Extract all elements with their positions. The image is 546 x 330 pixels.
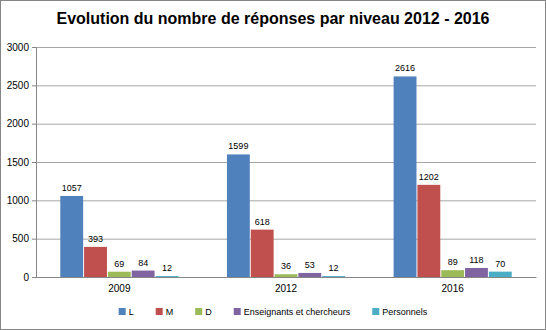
data-label: 118 [469, 255, 483, 265]
title: Evolution du nombre de réponses par nive… [56, 10, 489, 27]
grid-line [36, 162, 536, 163]
y-tick: 500 [12, 233, 36, 244]
grid-line [36, 239, 536, 240]
legend-item: M [156, 307, 174, 317]
y-axis: 0 500 1000 1500 2000 2500 3000 [7, 42, 37, 283]
bar [394, 76, 417, 277]
data-label: 89 [448, 257, 458, 267]
y-tick-label: 500 [12, 233, 29, 244]
data-label: 1057 [62, 183, 82, 193]
bar [465, 268, 488, 277]
y-tick-mark [32, 85, 36, 86]
legend-item: L [119, 307, 134, 317]
legend-swatch [195, 308, 202, 315]
x-axis: 2009 2012 2016 [37, 277, 537, 294]
legend-item: Personnels [372, 307, 428, 317]
legend-label: Enseignants et chercheurs [244, 307, 351, 317]
y-tick: 2000 [7, 118, 36, 129]
bar [156, 276, 179, 277]
legend-label: L [129, 307, 134, 317]
data-label: 70 [495, 259, 505, 269]
x-tick-label: 2009 [108, 283, 131, 294]
bar [417, 185, 440, 277]
y-tick-label: 3000 [7, 42, 30, 53]
bar [275, 274, 298, 277]
chart-container: Evolution du nombre de réponses par nive… [0, 0, 546, 330]
legend-swatch [119, 308, 126, 315]
y-tick-label: 2500 [7, 80, 30, 91]
x-tick: 2016 [442, 277, 465, 294]
y-tick-mark [32, 47, 36, 48]
data-labels: 1057 1599 2616 393 618 1202 69 36 89 84 53 118 12 12 7… [62, 63, 506, 273]
y-tick-mark [32, 124, 36, 125]
grid-line [36, 277, 536, 278]
bar [108, 272, 131, 277]
grid [36, 48, 536, 278]
y-tick: 3000 [7, 42, 36, 53]
y-tick-mark [32, 277, 36, 278]
chart-border [1, 1, 546, 330]
legend-swatch [156, 308, 163, 315]
x-axis-line [37, 277, 537, 278]
bar [60, 196, 83, 277]
bar [298, 273, 321, 277]
y-tick-label: 1500 [7, 157, 30, 168]
y-tick-label: 1000 [7, 195, 30, 206]
legend-swatch [234, 308, 241, 315]
bar [132, 271, 155, 277]
data-label: 12 [162, 263, 172, 273]
data-label: 69 [114, 259, 124, 269]
chart: Evolution du nombre de réponses par nive… [0, 0, 546, 330]
x-tick-label: 2016 [442, 283, 465, 294]
data-label: 1202 [419, 172, 439, 182]
bar [251, 230, 274, 277]
bar [84, 247, 107, 277]
y-tick-mark [32, 162, 36, 163]
legend: L M D Enseignants et chercheurs Personnels [119, 307, 428, 317]
x-tick: 2012 [275, 277, 298, 294]
grid-line [36, 200, 536, 201]
data-label: 1599 [228, 141, 248, 151]
y-tick: 1500 [7, 157, 36, 168]
y-tick: 1000 [7, 195, 36, 206]
data-label: 36 [281, 261, 291, 271]
y-tick: 0 [23, 272, 36, 283]
legend-item: D [195, 307, 212, 317]
y-tick-mark [32, 239, 36, 240]
bar [322, 276, 345, 277]
plot: 1057 1599 2616 393 618 1202 69 36 89 84 53 118 12 12 7… [7, 42, 537, 294]
legend-item: Enseignants et chercheurs [234, 307, 351, 317]
y-tick-mark [32, 200, 36, 201]
grid-line [36, 47, 536, 48]
bar [227, 154, 250, 277]
bars [60, 76, 511, 277]
x-tick: 2009 [108, 277, 131, 294]
legend-label: M [166, 307, 174, 317]
data-label: 53 [305, 260, 315, 270]
grid-line [36, 124, 536, 125]
data-label: 84 [138, 258, 148, 268]
x-tick-label: 2012 [275, 283, 298, 294]
data-label: 2616 [395, 63, 415, 73]
y-tick-label: 0 [23, 272, 29, 283]
grid-line [36, 85, 536, 86]
data-label: 618 [255, 217, 270, 227]
bar [441, 270, 464, 277]
bar [489, 272, 512, 277]
y-axis-line [32, 48, 37, 278]
legend-swatch [372, 308, 379, 315]
legend-label: Personnels [382, 307, 428, 317]
legend-label: D [205, 307, 212, 317]
data-label: 393 [88, 234, 103, 244]
data-label: 12 [329, 263, 339, 273]
y-tick: 2500 [7, 80, 36, 91]
y-tick-label: 2000 [7, 118, 30, 129]
